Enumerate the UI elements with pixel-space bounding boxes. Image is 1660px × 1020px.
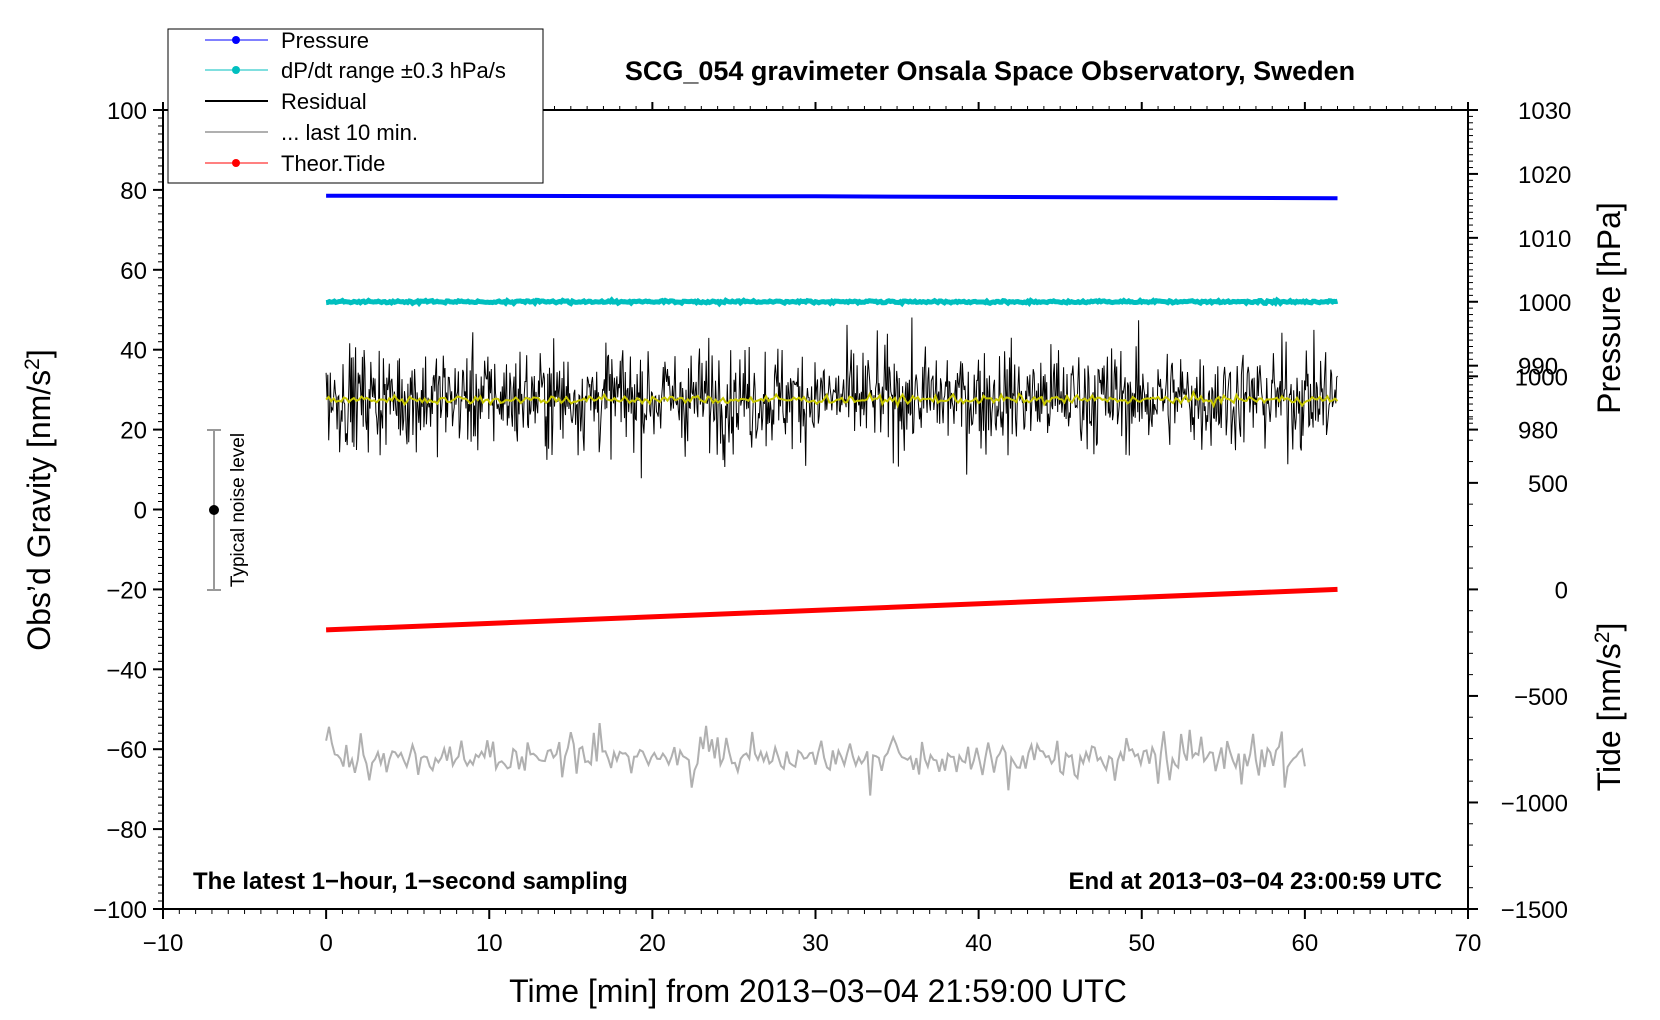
pressure-tick-label: 1020 <box>1518 162 1571 189</box>
x-tick-label: 60 <box>1292 930 1319 957</box>
y-tick-label: 100 <box>107 98 147 125</box>
legend-label-residual: Residual <box>281 89 367 114</box>
y-axis-title-pressure: Pressure [hPa] <box>1591 202 1627 414</box>
noise-level-indicator: Typical noise level <box>207 429 249 591</box>
y-tick-label: 40 <box>120 338 147 365</box>
y-tick-label: −60 <box>106 737 147 764</box>
noise-bar-center <box>209 505 219 515</box>
tide-tick-label: 500 <box>1528 471 1568 498</box>
x-tick-label: 20 <box>639 930 666 957</box>
y-tick-label: 60 <box>120 258 147 285</box>
x-axis-title: Time [min] from 2013−03−04 21:59:00 UTC <box>509 973 1127 1009</box>
plot-area <box>162 109 1469 910</box>
x-tick-label: 30 <box>802 930 829 957</box>
y-axis-title-left: Obs’d Gravity [nm/s2] <box>21 349 58 651</box>
pressure-tick-label: 990 <box>1518 354 1558 381</box>
tide-tick-label: −1500 <box>1501 897 1568 924</box>
series-dpdt <box>325 296 1339 308</box>
y-tick-label: −20 <box>106 577 147 604</box>
legend-label-last10: ... last 10 min. <box>281 120 418 145</box>
legend-box <box>167 28 544 184</box>
legend-marker-pressure <box>232 36 240 44</box>
x-tick-label: 10 <box>476 930 503 957</box>
sampling-note: The latest 1−hour, 1−second sampling <box>193 868 628 895</box>
axes-layer: −10 0 10 20 30 40 50 60 70−100−80−60−40−20020406… <box>93 98 1571 957</box>
x-tick-label: 70 <box>1455 930 1482 957</box>
x-tick-label: 50 <box>1128 930 1155 957</box>
pressure-tick-label: 1000 <box>1518 290 1571 317</box>
y-axis-title-tide: Tide [nm/s2] <box>1591 623 1628 792</box>
series-layer <box>325 193 1339 796</box>
pressure-tick-label: 980 <box>1518 418 1558 445</box>
y-tick-label: 20 <box>120 418 147 445</box>
legend-entry-dpdt: dP/dt range ±0.3 hPa/s <box>205 58 506 83</box>
series-last-10-min <box>325 722 1306 796</box>
series-theor-tide <box>325 586 1338 633</box>
y-tick-label: −100 <box>93 897 147 924</box>
legend-entry-tide: Theor.Tide <box>205 151 385 176</box>
x-tick-label: 0 <box>319 930 332 957</box>
legend-label-pressure: Pressure <box>281 28 369 53</box>
legend-entry-pressure: Pressure <box>205 28 369 53</box>
legend-marker-dpdt <box>232 66 240 74</box>
x-tick-label: 40 <box>965 930 992 957</box>
y-tick-label: 80 <box>120 178 147 205</box>
series-pressure <box>326 193 1338 201</box>
y-tick-label: −40 <box>106 657 147 684</box>
legend: Pressure dP/dt range ±0.3 hPa/s Residual… <box>167 28 544 184</box>
legend-entry-last10: ... last 10 min. <box>205 120 418 145</box>
y-tick-label: 0 <box>134 498 147 525</box>
y-tick-label: −80 <box>106 817 147 844</box>
legend-label-tide: Theor.Tide <box>281 151 385 176</box>
pressure-tick-label: 1010 <box>1518 226 1571 253</box>
plot-frame <box>162 109 1469 910</box>
legend-label-dpdt: dP/dt range ±0.3 hPa/s <box>281 58 506 83</box>
tide-tick-label: −1000 <box>1501 790 1568 817</box>
legend-entry-residual: Residual <box>205 89 367 114</box>
series-residual <box>325 317 1338 479</box>
x-tick-label: −10 <box>143 930 184 957</box>
end-time-note: End at 2013−03−04 23:00:59 UTC <box>1068 868 1442 895</box>
tide-tick-label: −500 <box>1514 684 1568 711</box>
pressure-tick-label: 1030 <box>1518 98 1571 125</box>
tide-tick-label: 1000 <box>1515 364 1568 391</box>
legend-marker-tide <box>232 159 240 167</box>
series-residual-smoothed <box>325 389 1339 409</box>
chart-title: SCG_054 gravimeter Onsala Space Observat… <box>625 56 1355 86</box>
tide-tick-label: 0 <box>1555 577 1568 604</box>
noise-bar-label: Typical noise level <box>228 433 249 587</box>
